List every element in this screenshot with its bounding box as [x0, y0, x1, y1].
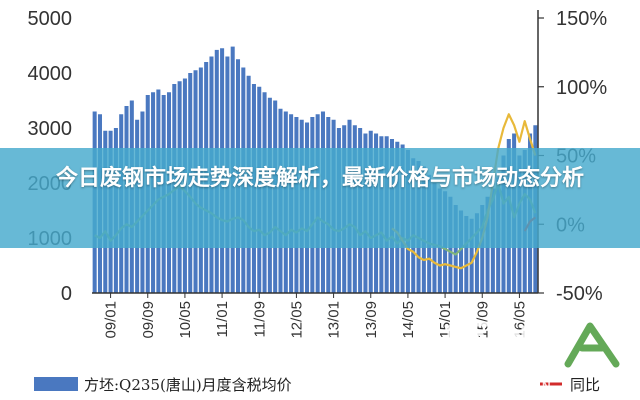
bar [453, 205, 458, 293]
watermark-logo: HUISHOUREN [447, 321, 620, 393]
y-left-tick-label: 0 [61, 283, 72, 305]
y-left-tick-label: 5000 [28, 8, 73, 30]
bar [469, 218, 474, 293]
title-banner: 今日废钢市场走势深度解析，最新价格与市场动态分析 [0, 148, 640, 248]
legend: 方坯:Q235(唐山)月度含税均价 同比 [34, 376, 600, 394]
x-tick-label: 15/09 [474, 301, 491, 339]
x-tick-label: 14/05 [400, 301, 417, 339]
bar [458, 210, 464, 293]
watermark-text: HUISHOUREN [452, 379, 553, 393]
x-tick-label: 11/01 [214, 301, 231, 337]
x-tick-label: 11/09 [251, 301, 268, 337]
y-left-tick-label: 4000 [28, 63, 73, 85]
x-tick-label: 09/01 [103, 301, 120, 339]
bar [480, 205, 485, 293]
bar [464, 216, 469, 293]
x-tick-label: 13/09 [363, 301, 380, 339]
x-tick-label: 13/01 [326, 301, 343, 339]
legend-label-line: 同比 [570, 376, 600, 394]
x-tick-label: 10/05 [177, 301, 194, 339]
banner-title: 今日废钢市场走势深度解析，最新价格与市场动态分析 [55, 166, 584, 191]
line-series-1 [391, 113, 537, 270]
x-tick-label: 09/09 [140, 301, 157, 339]
y-right-tick-label: -50% [556, 283, 603, 305]
legend-label-bar: 方坯:Q235(唐山)月度含税均价 [84, 376, 292, 394]
y-right-tick-label: 150% [556, 8, 607, 30]
x-tick-label: 12/05 [288, 301, 305, 339]
y-right-tick-label: 100% [556, 77, 607, 99]
y-left-tick-label: 3000 [28, 118, 73, 140]
legend-swatch-bar [34, 377, 78, 391]
